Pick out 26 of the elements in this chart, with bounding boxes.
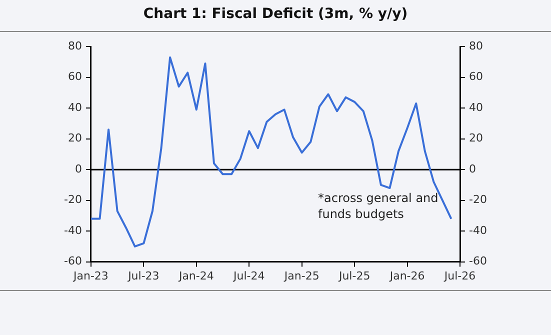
y2-tick-label: 0	[469, 162, 476, 176]
y-tick-label: -20	[64, 193, 82, 206]
x-tick-label: Jul-25	[338, 269, 370, 282]
y-tick-label: 80	[68, 39, 82, 52]
y-tick-label: -40	[64, 224, 82, 237]
y2-tick-label: -40	[469, 224, 487, 237]
x-tick-label: Jan-26	[388, 269, 425, 282]
x-tick-label: Jul-24	[232, 269, 265, 282]
x-tick-label: Jan-24	[178, 269, 214, 282]
x-tick-label: Jan-23	[72, 269, 108, 282]
x-tick-label: Jul-26	[443, 269, 476, 282]
y-tick-label: 0	[74, 162, 82, 176]
y-tick-label: -60	[64, 254, 82, 268]
y2-tick-label: 20	[469, 132, 484, 145]
y2-tick-label: 40	[469, 100, 484, 114]
x-tick-label: Jan-25	[283, 269, 320, 282]
y2-tick-label: 60	[469, 70, 484, 84]
x-tick-label: Jul-23	[127, 269, 160, 282]
y-tick-label: 60	[68, 70, 82, 84]
y2-tick-label: -20	[469, 193, 487, 206]
chart-title: Chart 1: Fiscal Deficit (3m, % y/y)	[142, 6, 409, 22]
y2-tick-label: 80	[469, 39, 484, 52]
y-tick-label: 20	[68, 132, 82, 145]
y-tick-label: 40	[68, 100, 82, 114]
y2-tick-label: -60	[469, 254, 487, 268]
annotation: *across general and funds budgets	[318, 190, 440, 222]
